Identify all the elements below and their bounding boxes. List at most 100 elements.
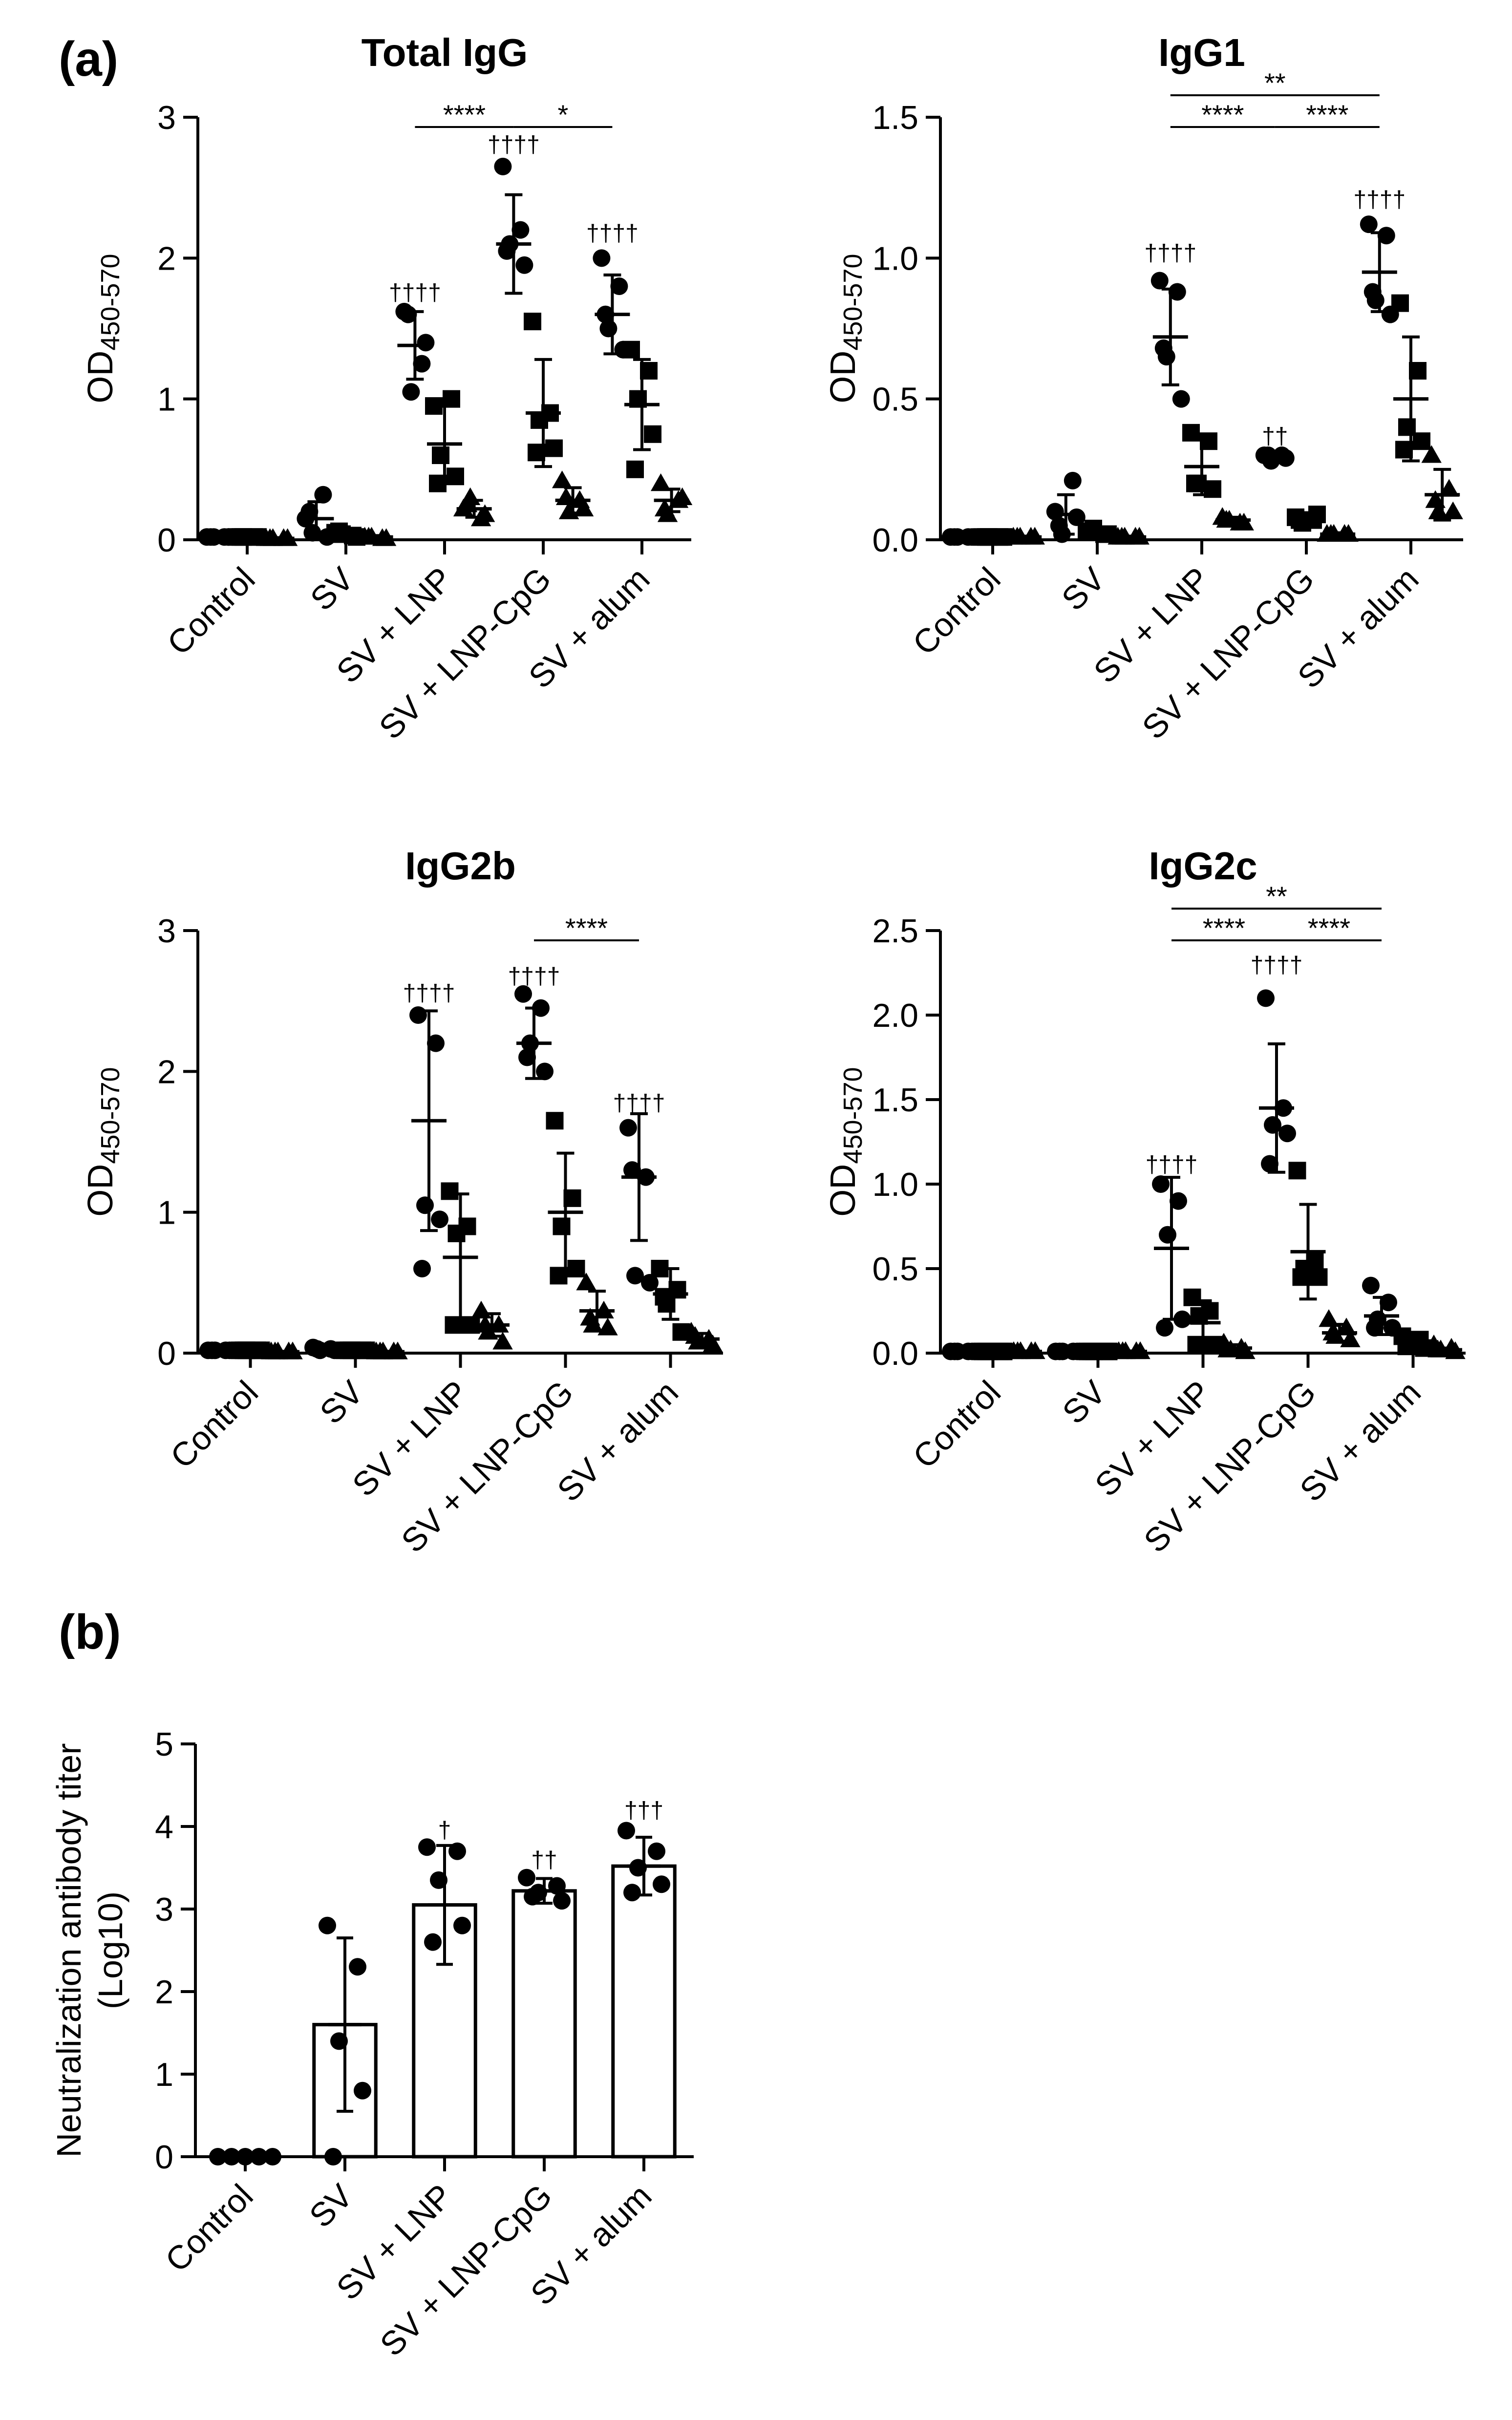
data-point-circle	[223, 2148, 240, 2165]
data-point-circle	[1377, 227, 1395, 245]
bar	[611, 1864, 677, 2159]
data-point-circle	[1170, 1192, 1187, 1210]
data-point-square	[545, 439, 563, 457]
dagger-label: ††††	[508, 964, 560, 990]
data-point-circle	[250, 2148, 268, 2165]
y-tick-label: 5	[155, 1726, 173, 1763]
data-point-square	[567, 1260, 585, 1277]
data-point-circle	[453, 1916, 471, 1934]
data-point-circle	[417, 334, 435, 352]
data-point-circle	[648, 1842, 665, 1860]
x-tick-label: SV	[302, 2177, 360, 2234]
significance-label: ****	[443, 99, 486, 130]
x-tick-label: Control	[158, 2177, 260, 2279]
data-point-circle	[431, 1210, 448, 1229]
data-point-square	[432, 446, 449, 464]
y-tick-label: 3	[157, 99, 176, 136]
data-point-square	[626, 460, 644, 478]
significance-label: ****	[1308, 913, 1350, 943]
y-tick-label: 1	[155, 2056, 173, 2093]
dagger-label: ††††	[403, 980, 455, 1006]
data-point-circle	[514, 985, 532, 1003]
data-point-triangle	[576, 1273, 596, 1291]
data-point-circle	[1156, 1319, 1173, 1337]
significance-label: **	[1266, 881, 1287, 912]
data-point-circle	[1172, 390, 1190, 408]
data-point-triangle	[1439, 479, 1459, 497]
data-point-triangle	[597, 1317, 618, 1336]
data-point-triangle	[1340, 1329, 1361, 1347]
data-point-circle	[413, 355, 431, 373]
chart-title: IgG2b	[405, 844, 516, 888]
data-point-circle	[416, 1196, 434, 1214]
data-point-circle	[1363, 283, 1382, 301]
data-point-triangle	[558, 501, 579, 519]
data-point-circle	[324, 2148, 342, 2165]
data-point-triangle	[1235, 1341, 1256, 1359]
data-point-circle	[1154, 339, 1172, 357]
significance-label: ****	[1203, 913, 1245, 943]
data-point-circle	[511, 221, 530, 239]
data-point-triangle	[1319, 1309, 1339, 1327]
y-axis-label: OD450-570	[824, 254, 868, 403]
data-point-circle	[1064, 471, 1082, 489]
x-tick-label: SV	[1055, 560, 1112, 617]
data-point-circle	[349, 1958, 366, 1976]
y-tick-label: 2	[157, 1053, 176, 1090]
data-point-square	[441, 1182, 459, 1200]
data-point-circle	[418, 1838, 436, 1856]
data-point-circle	[402, 383, 420, 401]
data-point-circle	[1264, 1116, 1281, 1134]
data-point-circle	[399, 305, 417, 323]
y-tick-label: 2.0	[872, 997, 918, 1034]
data-point-circle	[626, 1267, 644, 1285]
x-tick-label: SV	[303, 560, 361, 617]
data-point-square	[1288, 1162, 1306, 1180]
data-point-circle	[623, 1161, 641, 1179]
dagger-label: ††††	[1146, 1152, 1198, 1178]
y-tick-label: 0	[157, 1335, 176, 1372]
data-point-circle	[1150, 272, 1169, 290]
chart-title: IgG1	[1158, 31, 1245, 74]
chart-title: Total IgG	[362, 31, 528, 74]
significance-label: ****	[565, 913, 608, 943]
data-point-circle	[409, 1006, 427, 1024]
y-tick-label: 3	[155, 1891, 173, 1928]
data-point-circle	[618, 1822, 635, 1840]
dagger-label: †	[438, 1818, 451, 1844]
data-point-square	[1310, 1268, 1328, 1286]
data-point-triangle	[1336, 1317, 1357, 1336]
dagger-label: ††††	[1144, 240, 1196, 266]
significance-label: ****	[1201, 99, 1244, 130]
data-point-triangle	[474, 504, 495, 522]
data-point-triangle	[703, 1335, 723, 1353]
x-tick-label: Control	[163, 1374, 265, 1476]
y-tick-label: 2	[155, 1974, 173, 2011]
data-point-triangle	[580, 1308, 600, 1326]
x-tick-label: SV	[313, 1373, 370, 1431]
dagger-label: ††††	[488, 132, 540, 158]
y-axis-label: OD450-570	[81, 1067, 125, 1216]
significance-label: *	[558, 99, 569, 130]
x-tick-label: Control	[906, 560, 1008, 662]
data-point-square	[553, 1217, 571, 1235]
y-tick-label: 0	[157, 522, 176, 559]
data-point-circle	[1278, 1125, 1296, 1143]
data-point-circle	[494, 157, 512, 175]
data-point-circle	[653, 1875, 670, 1893]
data-point-square	[524, 313, 541, 331]
chart-neutralization: Neutralization antibody titer (Log10) 0 1 2 3…	[50, 1726, 694, 2363]
data-point-triangle	[650, 473, 671, 491]
data-point-triangle	[471, 1300, 491, 1319]
data-point-circle	[619, 1119, 637, 1137]
y-tick-label: 3	[157, 913, 176, 950]
data-point-circle	[641, 1274, 659, 1292]
y-tick-label: 1.5	[872, 1082, 918, 1119]
data-point-triangle	[552, 470, 573, 488]
significance-label: **	[1264, 67, 1286, 98]
chart-igg2c: IgG2c OD450-570 0.0 0.5 1.0 1.5 2.0 2.5 Control S…	[824, 844, 1466, 1560]
data-point-circle	[1362, 1276, 1380, 1295]
data-point-circle	[1152, 1175, 1170, 1193]
data-point-circle	[264, 2148, 281, 2165]
